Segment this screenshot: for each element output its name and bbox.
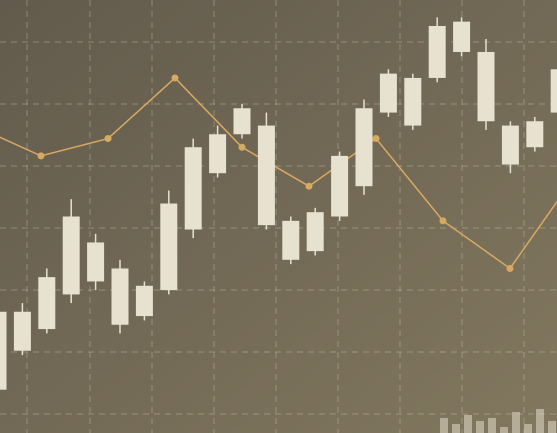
line-series-point <box>372 135 380 143</box>
volume-bar <box>524 424 532 433</box>
candle-body <box>453 21 471 52</box>
line-series-point <box>37 152 45 160</box>
candle-body <box>111 268 129 325</box>
candle-body <box>257 125 275 226</box>
candle-body <box>160 203 178 291</box>
line-series-point <box>104 135 112 143</box>
candle-body <box>184 147 202 230</box>
candle-body <box>62 216 80 295</box>
candle-body <box>306 212 324 252</box>
volume-bar <box>536 409 544 433</box>
candle-body <box>87 242 105 282</box>
line-series-point <box>506 264 514 272</box>
candle-body <box>209 134 227 174</box>
candle-body <box>550 69 557 113</box>
candle-body <box>404 77 422 126</box>
candle-body <box>501 125 519 165</box>
volume-bar <box>500 427 508 433</box>
volume-bar <box>548 421 556 433</box>
overlay-line-series <box>0 74 557 272</box>
line-series-point <box>305 182 313 190</box>
volume-bar <box>488 418 496 433</box>
candle-body <box>13 311 31 351</box>
candle-body <box>233 108 251 135</box>
line-series-path <box>0 76 557 270</box>
volume-bar <box>512 412 520 433</box>
candle-body <box>331 155 349 217</box>
line-series-point <box>439 217 447 225</box>
candle-body <box>282 220 300 260</box>
candle-body <box>428 25 446 78</box>
line-series-point <box>238 143 246 151</box>
candle-body <box>0 311 7 390</box>
volume-bar <box>476 421 484 433</box>
candle-body <box>477 51 495 122</box>
candle-series <box>0 17 557 390</box>
candle-body <box>355 108 373 187</box>
line-series-point <box>171 74 179 82</box>
volume-bar <box>452 424 460 433</box>
candle-body <box>379 73 397 113</box>
candle-body <box>38 277 56 330</box>
volume-bar <box>440 418 448 433</box>
candle-body <box>526 121 544 148</box>
volume-bar <box>464 415 472 433</box>
volume-bars <box>440 409 556 433</box>
candle-body <box>135 285 153 317</box>
